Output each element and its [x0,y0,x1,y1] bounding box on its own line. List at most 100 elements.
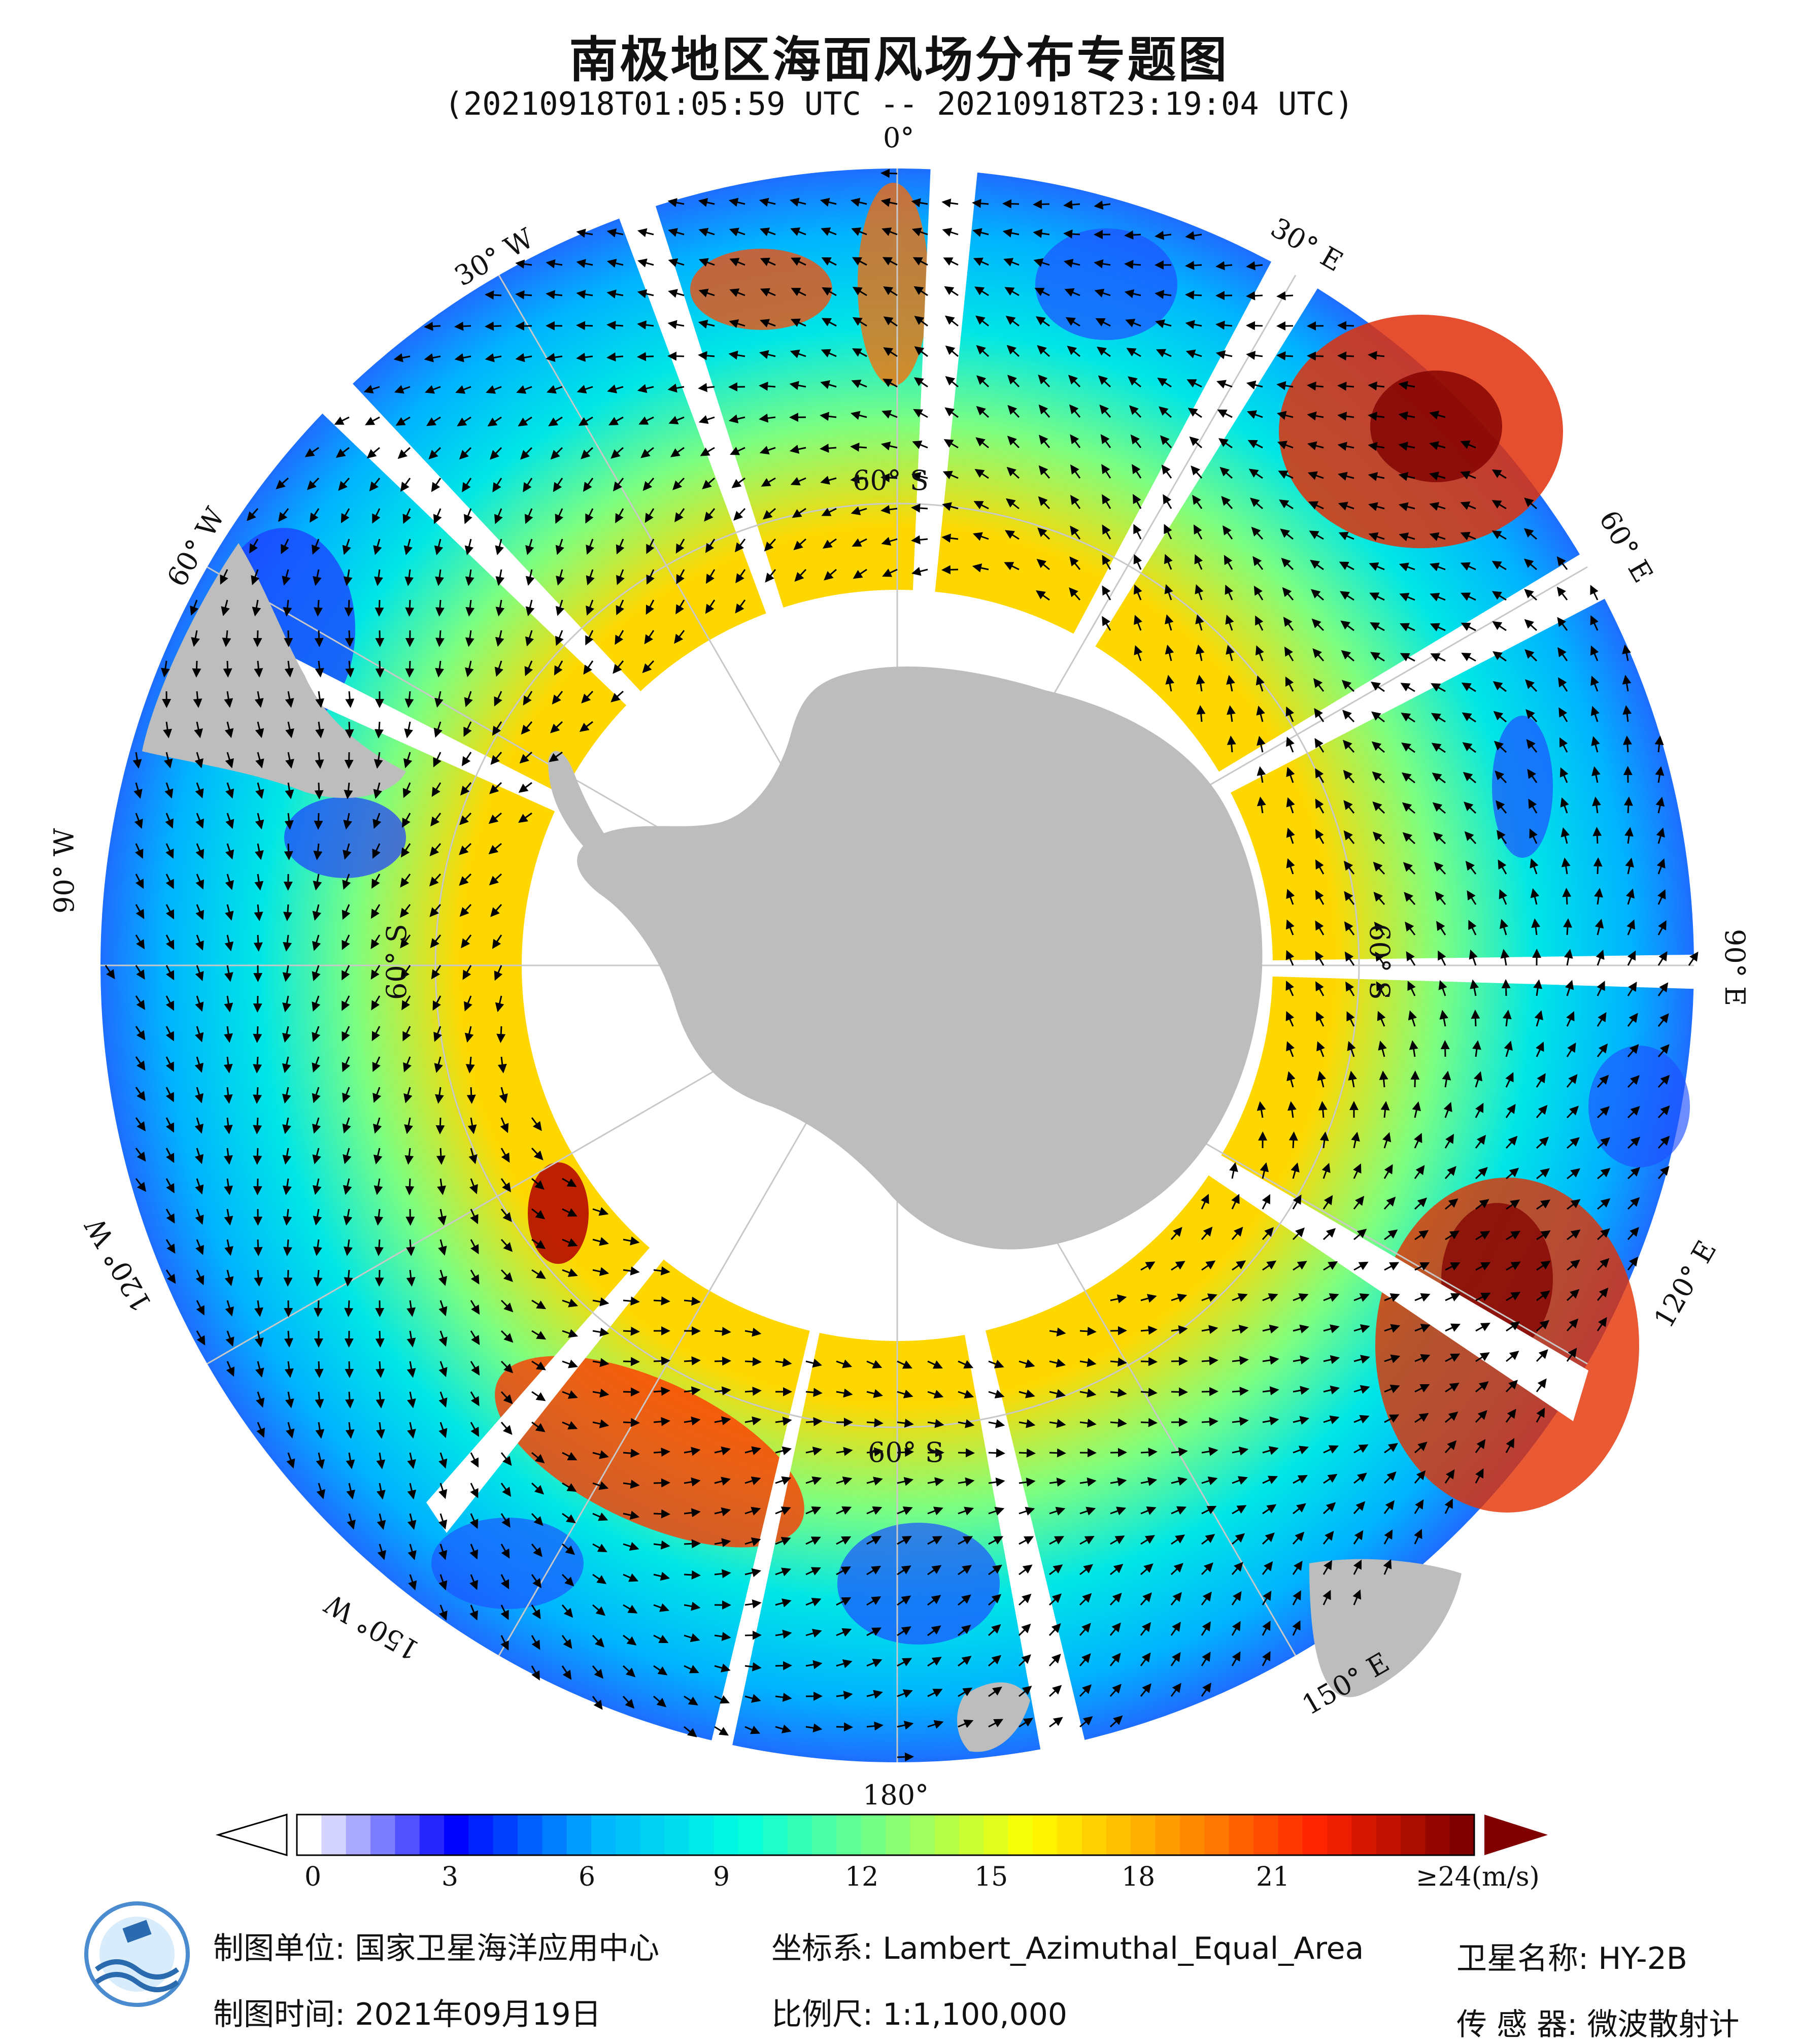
colorbar-cell [1082,1815,1107,1855]
colorbar-cell [1401,1815,1426,1855]
wind-arrow [1126,234,1141,236]
wind-arrow [318,1300,319,1316]
wind-arrow [440,1148,442,1163]
colorbar-cell [1057,1815,1082,1855]
footer-crs: 坐标系: Lambert_Azimuthal_Equal_Area [771,1924,1364,1968]
wind-arrow [623,1331,638,1332]
wind-arrow [775,1665,791,1666]
colorbar-cell [370,1815,395,1855]
wind-arrow [257,1057,258,1072]
lat-label-bottom: 60° S [868,1436,944,1468]
wind-arrow [486,294,501,295]
wind-arrow [1202,1421,1217,1422]
colorbar-cell [763,1815,788,1855]
wind-arrow [1202,1391,1217,1392]
colorbar-tick-label: 21 [1256,1862,1290,1892]
footer-sensor: 传 感 器: 微波散射计 [1456,2000,1739,2044]
wind-arrow [349,1361,350,1377]
high-wind-core [1370,371,1502,482]
colorbar-cell [665,1815,690,1855]
colorbar-cell [640,1815,665,1855]
colorbar-cell [542,1815,567,1855]
wind-arrow [745,1361,760,1362]
footer-crs-value: Lambert_Azimuthal_Equal_Area [883,1931,1364,1966]
colorbar-tick-label: 0 [304,1862,321,1892]
colorbar-tick-label: 6 [579,1862,595,1892]
colorbar-cell [493,1815,518,1855]
footer-satellite-value: HY-2B [1598,1941,1687,1976]
colorbar-cell [1008,1815,1033,1855]
wind-arrow [912,508,928,509]
wind-arrow [288,1331,289,1346]
colorbar-cell [714,1815,739,1855]
footer-unit: 制图单位: 国家卫星海洋应用中心 [213,1924,659,1968]
colorbar-cell [567,1815,592,1855]
wind-arrow [196,661,197,676]
low-wind-patch [1588,1046,1690,1167]
colorbar-tick-label: ≥24(m/s) [1416,1862,1540,1892]
footer-satellite: 卫星名称: HY-2B [1456,1934,1687,1978]
wind-arrow [1034,204,1049,205]
lat-label-right: 60° S [1364,924,1396,1000]
colorbar-cell [1327,1815,1352,1855]
wind-arrow [257,1148,258,1163]
wind-arrow [349,722,350,737]
wind-arrow [1202,1360,1217,1361]
colorbar-cell [1229,1815,1254,1855]
colorbar-max-triangle [1484,1815,1548,1855]
footer-scale-label: 比例尺: [771,1997,873,2032]
wind-arrow [1110,1452,1126,1453]
wind-arrow [1141,1361,1156,1362]
wind-arrow [1567,920,1568,935]
colorbar-tick-label: 15 [974,1862,1008,1892]
wind-arrow [257,1179,258,1194]
low-wind-patch [284,797,406,878]
colorbar-cell [1253,1815,1278,1855]
colorbar-cell [420,1815,445,1855]
colorbar-cell [591,1815,616,1855]
wind-arrow [1278,295,1293,296]
wind-arrow [882,173,897,174]
wind-arrow [349,1300,350,1316]
colorbar-cell [1204,1815,1229,1855]
wind-arrow [1293,1133,1294,1148]
colorbar-cell [518,1815,542,1855]
colorbar-cell [1180,1815,1205,1855]
lon-label-0: 0° [883,122,914,154]
wind-arrow [638,356,654,357]
colorbar-tick-label: 18 [1122,1862,1155,1892]
footer-scale: 比例尺: 1:1,100,000 [771,1990,1067,2034]
wind-arrow [578,325,593,326]
wind-arrow [379,722,380,737]
wind-arrow [1597,828,1598,844]
footer-unit-value: 国家卫星海洋应用中心 [355,1931,659,1966]
colorbar-tick-label: 3 [442,1862,458,1892]
wind-arrow [623,1422,638,1423]
lon-label-90e: 90° E [1719,929,1751,1006]
colorbar-cell [1033,1815,1058,1855]
colorbar-cell [861,1815,886,1855]
colorbar-cell [886,1815,910,1855]
wind-arrow [684,1574,699,1576]
wind-arrow [227,661,228,676]
wind-arrow [501,1026,502,1042]
footer-time-label: 制图时间: [213,1997,345,2032]
footer-sensor-label: 传 感 器: [1456,2007,1577,2042]
colorbar-cell [1303,1815,1328,1855]
wind-arrow [1065,233,1080,234]
colorbar-cell [346,1815,371,1855]
colorbar-cell [983,1815,1008,1855]
wind-arrow [867,1422,882,1423]
wind-arrow [1339,325,1354,326]
wind-arrow [1141,1452,1156,1453]
colorbar-cell [468,1815,493,1855]
wind-arrow [349,1392,350,1407]
wind-arrow [257,1026,258,1042]
wind-arrow [258,935,259,950]
wind-arrow [288,630,289,646]
footer-crs-label: 坐标系: [771,1931,873,1966]
colorbar-min-triangle [218,1815,287,1855]
wind-arrow [1247,295,1263,296]
colorbar-tick-label: 9 [713,1862,730,1892]
